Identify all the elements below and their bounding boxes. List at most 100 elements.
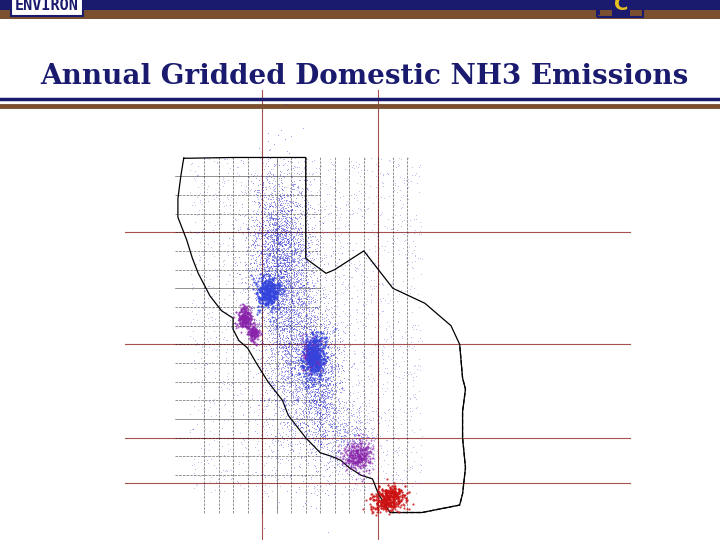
Point (252, 321, 264, 329)
Point (278, 303, 289, 312)
Point (286, 206, 297, 215)
Point (260, 197, 271, 206)
Point (253, 221, 264, 230)
Point (258, 231, 270, 240)
Point (305, 190, 317, 198)
Point (287, 291, 298, 299)
Point (351, 457, 363, 465)
Point (280, 269, 292, 278)
Point (256, 298, 268, 307)
Point (283, 254, 294, 263)
Point (277, 270, 289, 279)
Point (234, 300, 246, 309)
Point (312, 363, 323, 372)
Point (266, 346, 277, 354)
Point (309, 375, 320, 384)
Point (264, 271, 275, 280)
Point (199, 405, 210, 414)
Point (318, 360, 329, 368)
Point (307, 351, 319, 360)
Point (285, 281, 297, 289)
Point (289, 213, 301, 221)
Point (273, 191, 284, 199)
Point (270, 316, 282, 325)
Point (326, 369, 338, 377)
Point (262, 250, 274, 259)
Point (274, 266, 286, 275)
Point (276, 289, 287, 298)
Point (251, 190, 262, 198)
Point (290, 289, 302, 298)
Point (300, 299, 311, 308)
Point (302, 344, 314, 353)
Point (273, 311, 284, 320)
Point (266, 486, 278, 495)
Point (323, 448, 334, 457)
Point (295, 316, 307, 325)
Point (337, 462, 348, 471)
Point (280, 295, 292, 303)
Point (323, 476, 334, 485)
Point (207, 307, 218, 316)
Point (271, 262, 283, 271)
Point (297, 356, 309, 365)
Point (312, 377, 324, 386)
Point (282, 320, 293, 329)
Point (308, 376, 320, 385)
Point (343, 444, 355, 453)
Point (246, 354, 257, 362)
Point (380, 337, 392, 346)
Point (322, 306, 333, 315)
Point (249, 326, 261, 335)
Point (238, 309, 250, 318)
Point (292, 288, 303, 297)
Point (303, 327, 315, 335)
Point (307, 352, 319, 361)
Point (187, 333, 199, 342)
Point (263, 293, 274, 302)
Point (293, 225, 305, 234)
Point (240, 322, 251, 330)
Point (269, 269, 281, 278)
Point (257, 288, 269, 297)
Point (408, 214, 420, 223)
Point (317, 343, 328, 352)
Point (310, 328, 321, 336)
Point (373, 482, 384, 491)
Point (301, 244, 312, 252)
Point (274, 266, 285, 275)
Point (314, 354, 325, 362)
Point (285, 302, 297, 311)
Point (306, 180, 318, 188)
Point (289, 331, 301, 340)
Point (279, 255, 290, 264)
Point (315, 430, 326, 438)
Point (407, 321, 418, 329)
Point (307, 382, 318, 390)
Point (294, 218, 305, 227)
Point (354, 409, 365, 417)
Point (264, 296, 276, 305)
Point (281, 315, 292, 324)
Point (351, 439, 363, 448)
Point (278, 266, 289, 275)
Point (263, 274, 274, 283)
Point (259, 239, 271, 247)
Point (264, 326, 275, 335)
Point (251, 440, 263, 449)
Point (292, 225, 304, 234)
Point (268, 348, 279, 357)
Point (309, 298, 320, 306)
Point (305, 253, 316, 262)
Point (262, 280, 274, 288)
Point (262, 291, 274, 300)
Point (272, 220, 284, 228)
Point (292, 287, 304, 296)
Point (256, 269, 267, 278)
Point (294, 338, 306, 346)
Point (282, 288, 294, 297)
Point (315, 390, 327, 399)
Point (315, 374, 327, 383)
Point (274, 323, 285, 332)
Point (302, 355, 313, 364)
